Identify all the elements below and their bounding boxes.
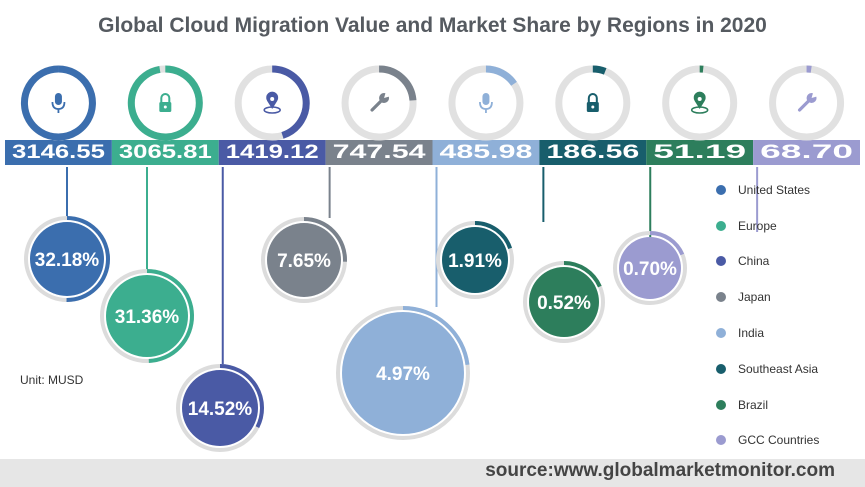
legend-swatch [716, 256, 726, 267]
share-bubble-china [182, 370, 258, 446]
share-ring-india [402, 306, 470, 365]
value-label-china: 1419.12 [226, 142, 319, 163]
share-ring-china [219, 364, 264, 429]
value-label-europe: 3065.81 [119, 142, 212, 163]
share-label-united-states: 32.18% [35, 250, 100, 271]
legend-label: Europe [738, 218, 777, 233]
wrench-icon [797, 91, 819, 112]
bar-segment-gcc-countries [753, 140, 860, 165]
wrench-icon [370, 91, 392, 112]
share-ring-japan [303, 217, 347, 262]
share-ring-southeast-asia [474, 221, 513, 250]
legend-item-united-states: United States [716, 172, 861, 208]
legend-swatch [716, 220, 726, 231]
legend-swatch [716, 399, 726, 410]
location-pin-icon [263, 91, 281, 114]
icon-ring-china [272, 65, 310, 139]
legend-label: GCC Countries [738, 433, 820, 448]
bar-segment-europe [111, 140, 219, 165]
source-text: source:www.globalmarketmonitor.com [485, 460, 835, 481]
bar-segment-japan [325, 140, 433, 165]
bar-segment-united-states [5, 140, 112, 165]
bar-segment-southeast-asia [539, 140, 647, 165]
share-ring-brazil [563, 261, 602, 288]
icon-ring-europe [127, 65, 203, 141]
share-label-japan: 7.65% [277, 251, 331, 272]
value-label-japan: 747.54 [333, 142, 427, 163]
legend-label: Japan [738, 290, 771, 305]
legend-label: United States [738, 182, 811, 197]
share-bubble-united-states [30, 222, 104, 296]
bar-segment-china [218, 140, 326, 165]
legend-item-india: India [716, 315, 861, 351]
legend-item-japan: Japan [716, 279, 861, 315]
share-ring-united-states [66, 216, 110, 302]
icon-ring-southeast-asia [592, 65, 607, 75]
legend-item-brazil: Brazil [716, 387, 861, 423]
legend-swatch [716, 292, 726, 303]
legend: United States Europe China Japan India Southe… [716, 172, 861, 458]
share-label-gcc-countries: 0.70% [623, 259, 677, 280]
share-ring-gcc-countries [649, 231, 685, 256]
value-label-southeast-asia: 186.56 [546, 142, 639, 163]
legend-item-gcc-countries: GCC Countries [716, 423, 861, 459]
share-bubble-southeast-asia [442, 227, 508, 293]
legend-swatch [716, 328, 726, 339]
share-label-southeast-asia: 1.91% [448, 251, 502, 272]
icon-ring-united-states [20, 65, 96, 141]
microphone-icon [479, 93, 493, 113]
legend-item-southeast-asia: Southeast Asia [716, 351, 861, 387]
share-label-brazil: 0.52% [537, 293, 591, 314]
share-label-china: 14.52% [188, 399, 253, 420]
lock-icon [586, 93, 599, 112]
share-bubble-brazil [529, 267, 599, 337]
lock-icon [159, 93, 172, 112]
value-label-brazil: 51.19 [653, 142, 746, 163]
share-label-india: 4.97% [376, 364, 430, 385]
legend-swatch [716, 363, 726, 374]
value-label-united-states: 3146.55 [12, 142, 105, 163]
value-label-gcc-countries: 68.70 [760, 142, 853, 163]
share-bubble-europe [106, 275, 188, 357]
value-label-india: 485.98 [440, 142, 533, 163]
legend-label: China [738, 254, 770, 269]
chart-title: Global Cloud Migration Value and Market … [98, 14, 767, 37]
bar-segment-brazil [646, 140, 754, 165]
legend-item-china: China [716, 244, 861, 280]
share-ring-europe [146, 269, 194, 363]
share-bubble-india [342, 312, 464, 434]
legend-label: Southeast Asia [738, 361, 819, 376]
share-bubble-japan [267, 223, 341, 297]
share-bubble-gcc-countries [619, 237, 681, 299]
legend-label: India [738, 326, 765, 341]
legend-swatch [716, 435, 726, 446]
share-label-europe: 31.36% [115, 307, 180, 328]
legend-label: Brazil [738, 397, 769, 412]
legend-swatch [716, 184, 726, 195]
icon-ring-japan [378, 65, 417, 101]
icon-ring-india [485, 65, 517, 86]
unit-label: Unit: MUSD [20, 373, 84, 387]
source-footer: source:www.globalmarketmonitor.com [0, 459, 865, 487]
location-pin-icon [690, 91, 709, 114]
microphone-icon [51, 93, 66, 113]
legend-item-europe: Europe [716, 208, 861, 244]
bar-segment-india [432, 140, 540, 165]
